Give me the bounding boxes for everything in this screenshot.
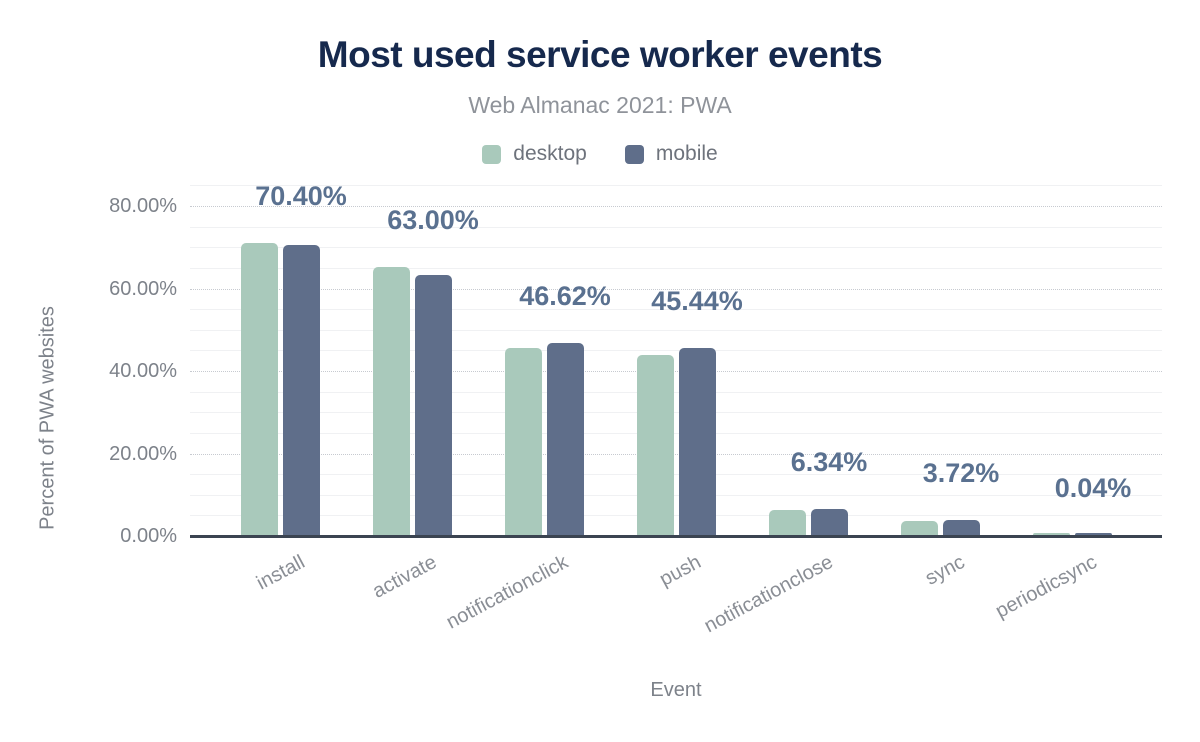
legend-item-desktop[interactable]: desktop: [482, 142, 587, 166]
gridline-minor-35: [190, 391, 1162, 393]
bar-mobile-activate[interactable]: [414, 275, 452, 535]
x-tick-label-install: install: [252, 551, 309, 595]
gridline-minor-55: [190, 309, 1162, 311]
value-label-periodicsync: 0.04%: [1054, 472, 1132, 503]
x-tick-label-notificationclose: notificationclose: [700, 551, 837, 638]
x-tick-label-activate: activate: [369, 551, 441, 603]
x-tick-label-push: push: [655, 551, 705, 591]
gridline-major-60: [190, 288, 1162, 290]
chart-title: Most used service worker events: [317, 34, 883, 75]
y-tick-label-60: 60.00%: [109, 277, 177, 300]
x-tick-label-notificationclick: notificationclick: [443, 551, 573, 634]
gridline-minor-45: [190, 350, 1162, 352]
legend: desktop mobile: [0, 141, 1200, 167]
gridline-major-40: [190, 371, 1162, 372]
bar-desktop-sync[interactable]: [900, 520, 938, 535]
bar-mobile-install[interactable]: [282, 244, 320, 535]
gridline-minor-5: [190, 515, 1162, 517]
value-label-install: 70.40%: [255, 181, 347, 212]
gridline-minor-10: [190, 494, 1162, 496]
legend-swatch-mobile-icon: [624, 144, 644, 164]
gridline-minor-15: [190, 474, 1162, 476]
gridline-minor-70: [190, 247, 1162, 249]
bar-desktop-activate[interactable]: [372, 267, 410, 535]
bar-desktop-notificationclick[interactable]: [504, 347, 542, 535]
bar-desktop-periodicsync[interactable]: [1032, 533, 1070, 535]
legend-item-mobile[interactable]: mobile: [624, 142, 718, 166]
gridline-minor-25: [190, 432, 1162, 434]
bar-mobile-notificationclose[interactable]: [810, 508, 848, 535]
value-label-notificationclick: 46.62%: [519, 280, 611, 311]
bar-desktop-install[interactable]: [240, 243, 278, 535]
x-axis-baseline: [190, 535, 1162, 538]
bar-mobile-push[interactable]: [678, 347, 716, 535]
y-tick-label-20: 20.00%: [109, 442, 177, 465]
bar-desktop-notificationclose[interactable]: [768, 510, 806, 535]
value-label-notificationclose: 6.34%: [790, 446, 868, 477]
value-label-sync: 3.72%: [922, 457, 1000, 488]
y-tick-label-40: 40.00%: [109, 360, 177, 382]
x-tick-label-periodicsync: periodicsync: [991, 551, 1101, 623]
bar-mobile-periodicsync[interactable]: [1074, 533, 1112, 535]
bar-mobile-sync[interactable]: [942, 519, 980, 535]
legend-swatch-desktop-icon: [482, 144, 502, 164]
gridline-minor-75: [190, 226, 1162, 228]
gridline-minor-65: [190, 267, 1162, 269]
plot-area: 70.40% 63.00% 46.62% 45.44% 6.34% 3.72% 0.04%: [190, 181, 1162, 538]
gridline-minor-30: [190, 412, 1162, 414]
x-tick-label-sync: sync: [921, 551, 969, 590]
x-axis-labels: install activate notificationclick push noti…: [190, 551, 1162, 661]
y-axis: 0.00% 20.00% 40.00% 60.00% 80.00%: [0, 185, 177, 547]
x-axis-title: Event: [650, 679, 702, 701]
gridline-major-80: [190, 206, 1162, 207]
legend-label-desktop: desktop: [513, 142, 587, 165]
legend-label-mobile: mobile: [655, 142, 718, 165]
value-label-push: 45.44%: [651, 285, 743, 316]
chart-subtitle: Web Almanac 2021: PWA: [468, 92, 732, 118]
y-tick-label-80: 80.00%: [109, 195, 177, 217]
gridline-minor-50: [190, 329, 1162, 331]
value-label-activate: 63.00%: [387, 205, 479, 236]
bar-desktop-push[interactable]: [636, 355, 674, 535]
gridline-minor-85: [190, 185, 1162, 187]
y-tick-label-0: 0.00%: [120, 525, 177, 547]
gridline-major-20: [190, 453, 1162, 455]
bar-mobile-notificationclick[interactable]: [546, 342, 584, 535]
